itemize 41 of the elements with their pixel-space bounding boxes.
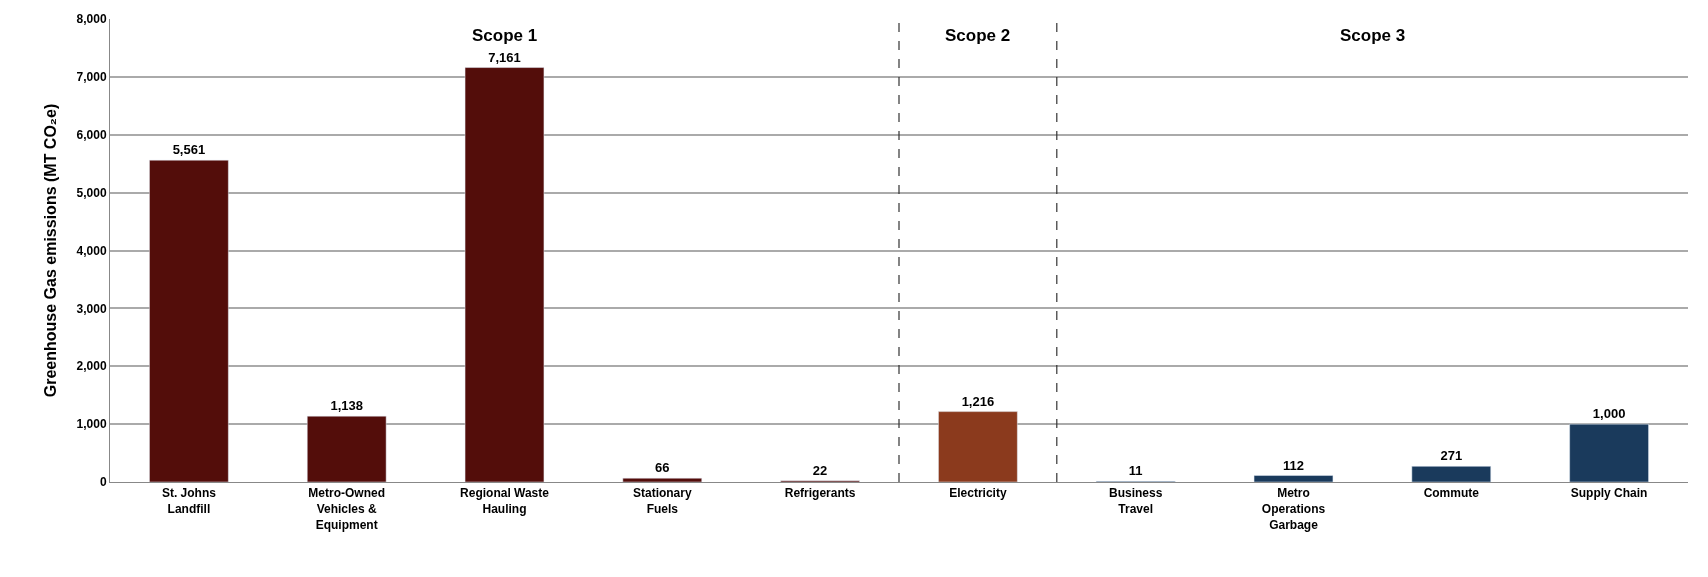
x-tick-label: Regional Waste Hauling (460, 486, 550, 516)
y-axis-title: Greenhouse Gas emissions (MT CO₂e) (42, 103, 60, 398)
x-tick-label: Refrigerants (784, 486, 856, 501)
bar (149, 159, 229, 482)
x-tick-label: Commute (1423, 486, 1480, 501)
x-tick-label: Metro-Owned Vehicles & Equipment (308, 486, 386, 532)
data-label: 112 (1283, 457, 1304, 473)
y-tick-label: 0 (99, 475, 107, 490)
x-tick-label: Metro Operations Garbage (1261, 486, 1326, 532)
bar (622, 477, 702, 482)
x-tick-label: St. Johns Landfill (161, 486, 217, 516)
annotation: Scope 1 (472, 26, 538, 45)
y-tick-label: 4,000 (76, 243, 107, 258)
annotation: Scope 2 (945, 26, 1011, 45)
x-tick-label: Stationary Fuels (632, 486, 692, 516)
y-tick-label: 6,000 (76, 127, 107, 142)
y-tick-label: 3,000 (76, 301, 107, 316)
data-label: 11 (1128, 463, 1143, 479)
data-label: 1,216 (961, 393, 995, 409)
annotation: Scope 3 (1340, 26, 1406, 45)
bar (1411, 466, 1491, 482)
data-label: 5,561 (172, 142, 206, 158)
bar (1253, 475, 1334, 482)
data-label: 22 (812, 462, 828, 478)
y-tick-label: 8,000 (76, 12, 107, 27)
x-tick-label: Business Travel (1109, 486, 1163, 516)
data-label: 1,138 (330, 398, 363, 414)
y-tick-label: 2,000 (76, 359, 107, 374)
data-label: 1,000 (1592, 406, 1626, 422)
y-tick-label: 1,000 (76, 417, 107, 432)
data-label: 7,161 (488, 49, 521, 65)
data-label: 66 (655, 460, 670, 476)
data-label: 271 (1440, 448, 1463, 464)
bar (464, 67, 545, 482)
x-tick-label: Supply Chain (1570, 486, 1648, 501)
x-tick-label: Electricity (949, 486, 1007, 501)
bar (1569, 423, 1649, 482)
bar (938, 411, 1018, 482)
bar (307, 415, 387, 482)
y-tick-label: 7,000 (76, 70, 107, 85)
y-tick-label: 5,000 (76, 185, 107, 200)
